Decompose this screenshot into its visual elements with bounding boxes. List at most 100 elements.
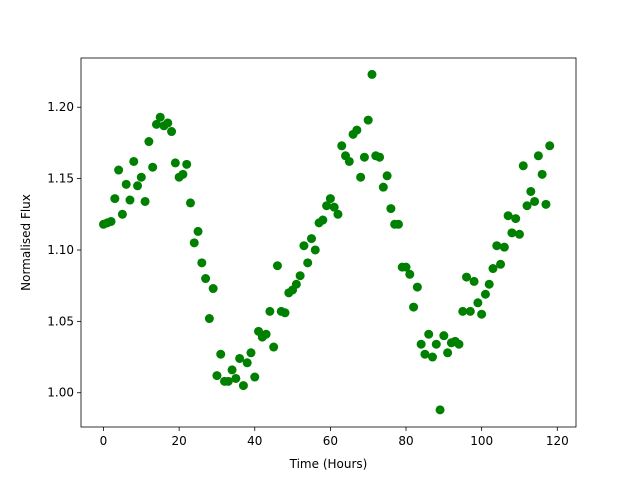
point [144, 137, 154, 147]
point [530, 196, 540, 206]
point [235, 353, 245, 363]
point [295, 271, 305, 281]
point [412, 282, 422, 292]
point [488, 264, 498, 274]
point [136, 172, 146, 182]
y-tick-label: 1.10 [47, 243, 74, 257]
point [382, 171, 392, 181]
point [492, 241, 502, 251]
point [405, 269, 415, 279]
x-tick-label: 120 [546, 434, 569, 448]
point [537, 169, 547, 179]
point [269, 342, 279, 352]
point [106, 216, 116, 226]
point [272, 261, 282, 271]
point [151, 119, 161, 129]
y-tick-label: 1.05 [47, 314, 74, 328]
point [133, 181, 143, 191]
point [333, 209, 343, 219]
x-tick-label: 0 [100, 434, 108, 448]
point [359, 152, 369, 162]
point [231, 373, 241, 383]
point [367, 69, 377, 79]
point [197, 258, 207, 268]
point [170, 158, 180, 168]
point [318, 215, 328, 225]
point [420, 349, 430, 359]
point [117, 209, 127, 219]
point [121, 179, 131, 189]
point [541, 199, 551, 209]
point [310, 245, 320, 255]
x-axis-label: Time (Hours) [289, 457, 368, 471]
point [246, 348, 256, 358]
point [454, 339, 464, 349]
x-tick-label: 100 [470, 434, 493, 448]
point [473, 298, 483, 308]
point [356, 172, 366, 182]
point [227, 365, 237, 375]
point [303, 258, 313, 268]
point [265, 306, 275, 316]
point [208, 284, 218, 294]
x-tick-label: 80 [398, 434, 413, 448]
point [378, 182, 388, 192]
point [469, 276, 479, 286]
point [518, 161, 528, 171]
point [178, 169, 188, 179]
point [167, 127, 177, 137]
point [401, 262, 411, 272]
point [458, 306, 468, 316]
point [409, 302, 419, 312]
y-tick-label: 1.15 [47, 172, 74, 186]
point [477, 309, 487, 319]
y-axis-label: Normalised Flux [19, 194, 33, 291]
point [223, 376, 233, 386]
point [114, 165, 124, 175]
point [435, 405, 445, 415]
point [337, 141, 347, 151]
point [280, 308, 290, 318]
point [306, 234, 316, 244]
x-tick-label: 40 [247, 434, 262, 448]
point [439, 331, 449, 341]
point [443, 348, 453, 358]
point [125, 195, 135, 205]
point [182, 159, 192, 169]
point [484, 279, 494, 289]
point [427, 352, 437, 362]
point [424, 329, 434, 339]
point [242, 358, 252, 368]
point [480, 289, 490, 299]
point [189, 238, 199, 248]
point [250, 372, 260, 382]
point [216, 349, 226, 359]
point [163, 118, 173, 128]
point [261, 329, 271, 339]
point [352, 125, 362, 135]
point [393, 219, 403, 229]
point [511, 214, 521, 224]
point [148, 162, 158, 172]
point [507, 228, 517, 238]
point [462, 272, 472, 282]
point [212, 371, 222, 381]
point [299, 241, 309, 251]
point [155, 112, 165, 122]
point [140, 196, 150, 206]
point [386, 204, 396, 214]
point [503, 211, 513, 221]
point [185, 198, 195, 208]
point [465, 306, 475, 316]
point [431, 339, 441, 349]
point [322, 201, 332, 211]
point [110, 194, 120, 204]
point [344, 156, 354, 166]
point [496, 259, 506, 269]
point [416, 339, 426, 349]
point [193, 226, 203, 236]
point [545, 141, 555, 151]
point [533, 151, 543, 161]
